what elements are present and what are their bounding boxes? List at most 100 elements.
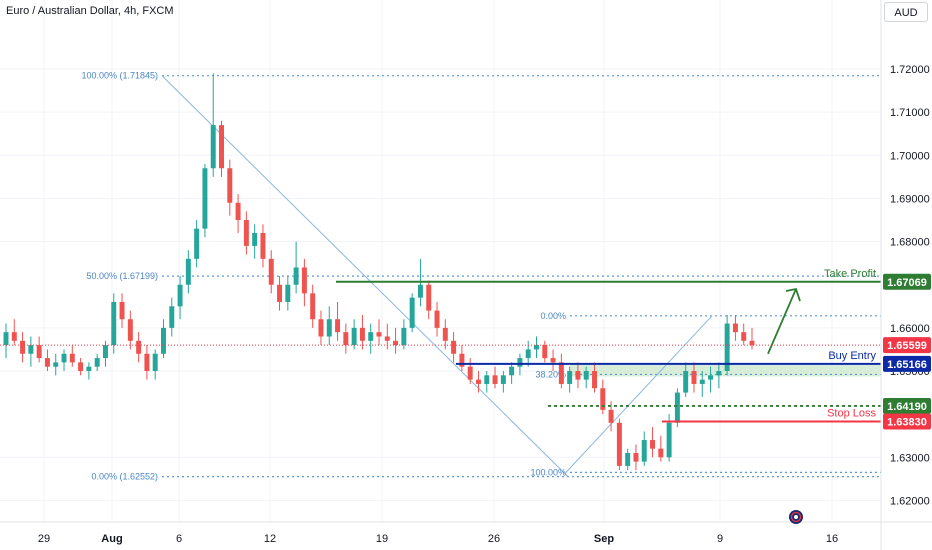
buy-entry-price-tag-text: 1.65166 (887, 359, 927, 371)
candle-body (268, 258, 274, 285)
x-tick-label-29: 29 (38, 533, 50, 545)
fib2-trend-line (565, 315, 713, 473)
currency-button[interactable]: AUD (884, 2, 928, 22)
candle-body (699, 379, 705, 384)
candle-body (550, 358, 556, 363)
candle-body (542, 345, 548, 359)
candle-body (467, 366, 473, 380)
candle-body (252, 232, 258, 246)
projection-arrow (767, 288, 801, 355)
candle-body (401, 327, 407, 346)
candle-body (94, 358, 100, 367)
candle-body (119, 301, 125, 320)
fibonacci-retracement-main: 100.00% (1.71845) 50.00% (1.67199) 0.00% (… (81, 71, 881, 482)
take-profit-label: Take Profit (824, 268, 876, 280)
fib-level-label-50-00-1-67199: 50.00% (1.67199) (86, 271, 158, 281)
buy-entry-label: Buy Entry (828, 350, 876, 362)
candle-body (53, 362, 59, 367)
y-tick-label-1-70000: 1.70000 (890, 150, 930, 162)
candle-body (525, 349, 531, 359)
y-tick-label-1-71000: 1.71000 (890, 107, 930, 119)
candle-body (567, 371, 573, 384)
candle-body (708, 375, 714, 380)
candle-body (144, 353, 150, 372)
fib-level-label-100-00-1-71845: 100.00% (1.71845) (81, 71, 158, 81)
price-axis-tags: 1.67069 1.65166 1.64190 1.63830 1.65599 (883, 273, 931, 430)
candle-body (625, 452, 631, 466)
candle-body (716, 371, 722, 376)
x-tick-label-26: 26 (488, 533, 500, 545)
time-axis[interactable]: 29 Aug 6 12 19 26 Sep 9 16 (38, 533, 838, 545)
candle-body (376, 332, 382, 337)
y-tick-label-1-63000: 1.63000 (890, 452, 930, 464)
candle-body (732, 323, 738, 333)
x-tick-label-sep: Sep (594, 533, 614, 545)
candle-body (442, 327, 448, 341)
fib2-level-label-0-00: 0.00% (540, 311, 566, 321)
stop-loss-label: Stop Loss (827, 407, 876, 419)
candle-body (426, 284, 432, 311)
candle-body (459, 353, 465, 367)
candle-body (608, 409, 614, 423)
candle-body (235, 202, 241, 221)
y-tick-label-1-68000: 1.68000 (890, 237, 930, 249)
candle-body (484, 375, 490, 384)
candle-body (616, 422, 622, 466)
candle-body (310, 293, 316, 320)
logo-icon[interactable] (789, 510, 803, 524)
candle-body (11, 332, 17, 341)
candle-body (600, 388, 606, 410)
last-price-price-tag (883, 337, 931, 354)
candle-body (558, 362, 564, 384)
candle-body (86, 366, 92, 372)
candle-body (475, 379, 481, 384)
candle-body (666, 422, 672, 458)
y-tick-label-1-72000: 1.72000 (890, 64, 930, 76)
candle-body (61, 353, 67, 363)
candle-body (69, 353, 75, 363)
candle-body (277, 284, 283, 302)
candle-body (509, 366, 515, 376)
y-tick-label-1-62000: 1.62000 (890, 495, 930, 507)
candle-body (575, 371, 581, 380)
candle-body (724, 323, 730, 372)
candle-body (492, 375, 498, 384)
x-tick-label-9: 9 (717, 533, 723, 545)
fib2-level-label-100-00: 100.00% (530, 467, 566, 477)
candle-body (417, 284, 423, 298)
candle-body (243, 220, 249, 246)
candle-body (451, 340, 457, 354)
candle-body (384, 336, 390, 341)
candle-body (318, 319, 324, 337)
candles (3, 73, 755, 471)
support-price-tag-text: 1.64190 (887, 401, 927, 413)
candle-body (359, 327, 365, 341)
candle-body (683, 371, 689, 393)
support-price-tag (883, 397, 931, 414)
candle-body (409, 297, 415, 328)
candle-body (227, 168, 233, 203)
candle-body (20, 340, 26, 354)
candle-body (741, 332, 747, 341)
candle-body (592, 371, 597, 389)
symbol-title[interactable]: Euro / Australian Dollar, 4h, FXCM (6, 5, 174, 17)
candle-body (152, 353, 158, 372)
candle-body (78, 362, 84, 372)
candle-body (368, 332, 374, 341)
candle-body (500, 375, 506, 384)
candle-body (161, 327, 166, 354)
y-tick-label-1-69000: 1.69000 (890, 193, 930, 205)
candle-body (326, 319, 332, 337)
y-tick-label-1-66000: 1.66000 (890, 323, 930, 335)
price-levels: Take Profit Buy Entry Stop Loss (0, 268, 881, 423)
x-tick-label-aug: Aug (101, 533, 122, 545)
candle-body (301, 267, 307, 294)
candle-body (127, 319, 133, 341)
candle-body (185, 258, 191, 285)
candle-body (351, 327, 357, 346)
candle-body (434, 310, 440, 328)
x-tick-label-6: 6 (176, 533, 182, 545)
candle-body (102, 345, 108, 359)
stop-loss-price-tag-text: 1.63830 (887, 416, 927, 428)
